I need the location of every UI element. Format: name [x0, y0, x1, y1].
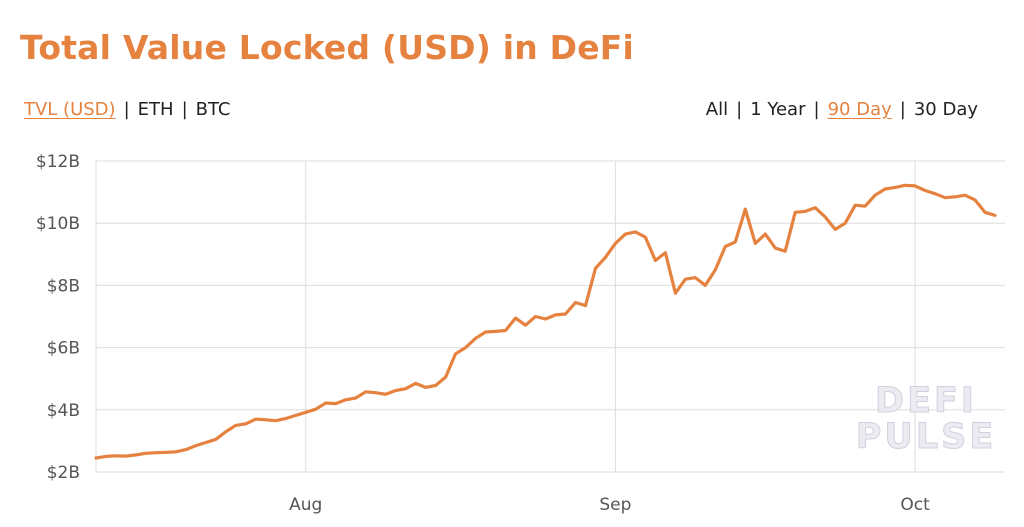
x-tick-label: Oct	[900, 495, 930, 515]
tab-separator: |	[123, 99, 130, 120]
tab-1-year[interactable]: 1 Year	[750, 99, 806, 120]
tab-tvl-usd[interactable]: TVL (USD)	[24, 99, 116, 120]
y-tick-label: $2B	[47, 463, 80, 483]
y-tick-label: $12B	[36, 152, 80, 172]
tab-separator: |	[736, 99, 743, 120]
watermark-line-1: DEFI	[875, 381, 977, 421]
x-tick-label: Aug	[289, 495, 322, 515]
y-tick-label: $4B	[47, 401, 80, 421]
y-tick-label: $6B	[47, 339, 80, 359]
range-tabs: All | 1 Year | 90 Day | 30 Day	[706, 99, 978, 120]
tab-30-day[interactable]: 30 Day	[913, 99, 978, 120]
x-tick-label: Sep	[599, 495, 631, 515]
chart-series	[94, 183, 997, 460]
y-tick-label: $10B	[36, 214, 80, 234]
y-tick-label: $8B	[47, 276, 80, 296]
tab-eth[interactable]: ETH	[137, 99, 174, 120]
metric-tabs: TVL (USD) | ETH | BTC	[24, 99, 231, 120]
defi-pulse-watermark: DEFI PULSE	[855, 381, 997, 458]
tab-90-day[interactable]: 90 Day	[827, 99, 892, 120]
tab-separator: |	[899, 99, 906, 120]
chart-title: Total Value Locked (USD) in DeFi	[20, 28, 635, 67]
tab-all[interactable]: All	[705, 99, 729, 120]
x-axis-labels: Aug Sep Oct	[289, 495, 930, 515]
watermark-line-2: PULSE	[856, 417, 997, 457]
tab-separator: |	[813, 99, 820, 120]
chart-grid	[95, 160, 1005, 473]
tab-separator: |	[181, 99, 188, 120]
tvl-series-line	[94, 183, 997, 460]
tab-btc[interactable]: BTC	[195, 99, 231, 120]
y-axis-labels: $2B $4B $6B $8B $10B $12B	[36, 152, 80, 483]
